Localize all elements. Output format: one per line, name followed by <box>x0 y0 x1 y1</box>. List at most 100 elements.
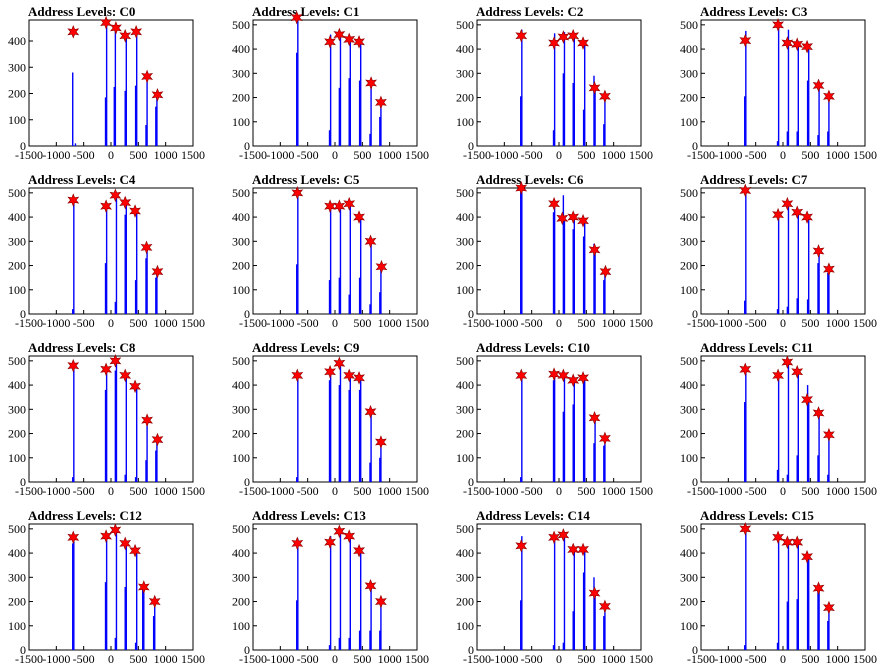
y-tick-label: 200 <box>680 427 698 441</box>
x-tick-label: 1500 <box>405 484 429 498</box>
x-tick-label: -1500 <box>15 148 43 162</box>
x-tick-label: 0 <box>556 316 562 330</box>
histogram-bar <box>145 258 147 314</box>
peak-marker <box>781 355 794 369</box>
peak-marker <box>324 34 336 49</box>
y-tick-label: 0 <box>692 643 698 657</box>
y-tick-label: 0 <box>692 307 698 321</box>
peak-marker <box>364 578 377 593</box>
peak-marker <box>557 528 570 542</box>
peak-marker <box>375 95 387 110</box>
histogram-bar <box>776 309 779 314</box>
x-tick-label: -1500 <box>239 148 267 162</box>
histogram-bar <box>744 645 746 650</box>
x-tick-label: -1500 <box>463 316 491 330</box>
histogram-bar <box>379 116 381 146</box>
y-tick-label: 500 <box>456 18 474 32</box>
peak-marker <box>823 600 835 615</box>
peak-marker <box>567 210 580 224</box>
y-tick-label: 100 <box>232 283 250 297</box>
peak-marker <box>577 213 589 228</box>
histogram-bar <box>72 477 74 482</box>
x-tick-label: -500 <box>745 652 767 666</box>
peak-marker <box>353 210 365 224</box>
x-tick-label: 1000 <box>826 148 850 162</box>
x-tick-label: 500 <box>801 316 819 330</box>
histogram-bar <box>593 75 595 146</box>
y-tick-label: 300 <box>456 66 474 80</box>
x-tick-label: 500 <box>129 148 147 162</box>
histogram-bar <box>603 616 605 650</box>
x-tick-label: 500 <box>129 652 147 666</box>
histogram-bar <box>156 272 158 314</box>
histogram-bar <box>796 455 798 482</box>
y-tick-label: 200 <box>456 427 474 441</box>
y-tick-label: 300 <box>456 234 474 248</box>
histogram-bar <box>776 642 779 650</box>
y-tick-label: 300 <box>232 402 250 416</box>
panel-title: Address Levels: C7 <box>700 172 808 187</box>
peak-marker <box>151 87 164 102</box>
histogram-bar <box>339 531 342 650</box>
y-tick-label: 0 <box>20 643 26 657</box>
histogram-bar <box>520 477 522 482</box>
histogram-bar <box>604 97 606 146</box>
peak-marker <box>515 368 528 383</box>
histogram-bar <box>563 217 566 314</box>
histogram-bar <box>115 360 118 482</box>
peak-marker <box>141 69 153 84</box>
x-tick-label: -500 <box>297 148 319 162</box>
peak-marker <box>556 211 569 226</box>
x-tick-label: 500 <box>801 652 819 666</box>
histogram-bar <box>603 124 605 146</box>
y-tick-label: 0 <box>20 475 26 489</box>
histogram-bar <box>339 32 342 147</box>
peak-marker <box>291 368 304 383</box>
panel-2: Address Levels: C20100200300400500-1500-… <box>456 4 653 162</box>
x-tick-label: 0 <box>332 316 338 330</box>
x-tick-label: 0 <box>332 652 338 666</box>
histogram-bar <box>572 229 574 314</box>
histogram-bar <box>379 457 381 482</box>
peak-marker <box>365 76 377 90</box>
x-tick-label: 0 <box>780 484 786 498</box>
histogram-bar <box>348 389 350 482</box>
histogram-bar <box>125 202 128 314</box>
x-tick-label: 1500 <box>405 148 429 162</box>
histogram-bar <box>358 277 361 314</box>
y-tick-label: 400 <box>680 210 698 224</box>
histogram-bar <box>296 264 298 314</box>
plot-frame <box>28 19 194 147</box>
y-tick-label: 400 <box>680 378 698 392</box>
x-tick-label: 0 <box>108 484 114 498</box>
histogram-bar <box>154 601 156 650</box>
peak-marker <box>772 207 784 222</box>
y-tick-label: 500 <box>232 354 250 368</box>
peak-marker <box>791 205 804 220</box>
peak-marker <box>324 535 336 549</box>
histogram-bar <box>134 85 137 147</box>
panel-title: Address Levels: C0 <box>28 4 135 19</box>
histogram-bar <box>369 133 371 146</box>
peak-marker <box>557 30 570 44</box>
panel-11: Address Levels: C11 0 100 200 300 400 500 -1500… <box>680 340 877 498</box>
y-tick-label: 100 <box>232 619 250 633</box>
y-tick-label: 300 <box>8 234 26 248</box>
plot-frame <box>476 523 642 651</box>
panel-title: Address Levels: C13 <box>252 508 366 523</box>
y-tick-label: 300 <box>680 66 698 80</box>
x-tick-label: -1500 <box>15 316 43 330</box>
x-tick-label: -1000 <box>42 148 70 162</box>
panel-title: Address Levels: C8 <box>28 340 136 355</box>
histogram-bar <box>380 601 382 650</box>
y-tick-label: 400 <box>232 210 250 224</box>
y-tick-label: 500 <box>232 18 250 32</box>
histogram-bar <box>552 380 555 482</box>
histogram-bar <box>349 36 352 146</box>
peak-marker <box>324 199 336 213</box>
peak-marker <box>129 543 141 558</box>
histogram-bar <box>297 538 299 650</box>
y-tick-label: 300 <box>232 234 250 248</box>
x-tick-label: 0 <box>108 652 114 666</box>
